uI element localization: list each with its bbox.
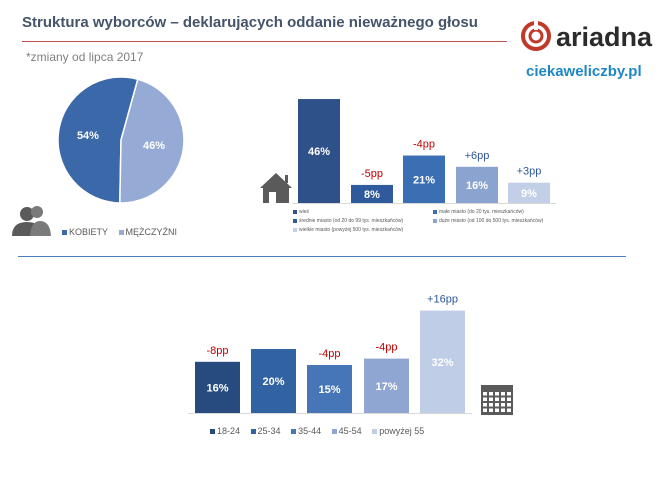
calendar-cell	[489, 397, 493, 401]
residence-change-1: -5pp	[361, 168, 383, 180]
residence-value-3: 16%	[466, 180, 488, 192]
residence-bar-4	[508, 182, 550, 203]
logo-text: ariadna	[556, 22, 653, 52]
calendar-cell	[495, 397, 499, 401]
legend-item-powyzej-55: powyżej 55	[372, 426, 424, 436]
age-bar-chart: 16% -8pp 20% 15% -4pp 17% -4pp 32% +16pp	[188, 294, 472, 414]
legend-item-35-44: 35-44	[291, 426, 321, 436]
legend-item-male-miasto: małe miasto (do 20 tys. mieszkańców)	[433, 208, 573, 217]
legend-item-kobiety: KOBIETY	[62, 227, 108, 237]
pie-label-0: 54%	[77, 130, 99, 142]
legend-item-mezczyzni: MĘŻCZYŹNI	[118, 227, 177, 237]
calendar-cell	[501, 392, 505, 396]
residence-change-2: -4pp	[413, 139, 435, 151]
calendar-cell	[483, 408, 487, 412]
ariadna-logo: ariadna	[521, 20, 653, 52]
age-value-4: 32%	[431, 357, 453, 369]
calendar-cell	[507, 403, 511, 407]
age-bar-4	[420, 310, 465, 413]
calendar-cell	[501, 403, 505, 407]
chart-subtitle: *zmiany od lipca 2017	[26, 50, 144, 64]
age-change-0: -8pp	[206, 345, 228, 357]
calendar-cell	[483, 392, 487, 396]
legend-item-wielkie-miasto: wielkie miasto (powyżej 500 tys. mieszka…	[293, 226, 433, 235]
residence-bar-chart: 46% 8% -5pp 21% -4pp 16% +6pp 9% +3pp	[292, 99, 556, 204]
residence-value-1: 8%	[364, 189, 380, 201]
residence-value-0: 46%	[308, 146, 330, 158]
age-change-2: -4pp	[318, 348, 340, 360]
calendar-cell	[489, 392, 493, 396]
calendar-cell	[483, 403, 487, 407]
title-underline	[22, 41, 507, 42]
pie-label-1: 46%	[143, 140, 165, 152]
age-change-3: -4pp	[375, 342, 397, 354]
calendar-cell	[501, 397, 505, 401]
residence-change-3: +6pp	[465, 150, 490, 162]
residence-change-4: +3pp	[517, 166, 542, 178]
age-bar-2	[307, 365, 352, 413]
gender-legend: KOBIETY MĘŻCZYŹNI	[62, 227, 185, 237]
people-icon	[12, 206, 51, 236]
age-bar-3	[364, 358, 409, 413]
legend-item-25-34: 25-34	[250, 426, 281, 436]
house-icon	[260, 173, 292, 203]
residence-bar-0	[298, 99, 340, 203]
calendar-cell	[495, 403, 499, 407]
residence-value-2: 21%	[413, 174, 435, 186]
legend-item-wies: wieś	[293, 208, 433, 217]
legend-item-45-54: 45-54	[331, 426, 362, 436]
age-change-4: +16pp	[427, 294, 458, 306]
residence-bar-3	[456, 166, 498, 203]
legend-item-srednie-miasto: średnie miasto (od 20 do 99 tys. mieszka…	[293, 217, 433, 226]
pie-slice-0	[57, 76, 139, 204]
residence-value-4: 9%	[521, 188, 537, 200]
pie-slice-1	[119, 78, 185, 204]
residence-legend: wieś małe miasto (do 20 tys. mieszkańców…	[293, 208, 583, 235]
legend-item-18-24: 18-24	[210, 426, 240, 436]
age-value-1: 20%	[262, 376, 284, 388]
calendar-cell	[489, 408, 493, 412]
calendar-cell	[489, 403, 493, 407]
age-value-3: 17%	[375, 381, 397, 393]
age-legend: 18-24 25-34 35-44 45-54 powyżej 55	[210, 426, 432, 436]
calendar-icon	[481, 385, 513, 415]
residence-bar-1	[351, 184, 393, 203]
calendar-cell	[507, 392, 511, 396]
site-link[interactable]: ciekaweliczby.pl	[526, 63, 642, 80]
age-value-2: 15%	[318, 384, 340, 396]
section-divider	[18, 256, 626, 257]
calendar-cell	[507, 408, 511, 412]
calendar-cell	[495, 392, 499, 396]
legend-item-duze-miasto: duże miasto (od 100 do 500 tys. mieszkań…	[433, 217, 573, 226]
residence-bar-2	[403, 155, 445, 203]
calendar-cell	[483, 397, 487, 401]
age-bar-0	[195, 361, 240, 413]
chart-title: Struktura wyborców – deklarujących oddan…	[22, 14, 478, 31]
calendar-cell	[495, 408, 499, 412]
calendar-cell	[507, 397, 511, 401]
gender-pie-chart: 54% 46%	[57, 76, 185, 204]
age-bar-1	[251, 349, 296, 413]
age-value-0: 16%	[206, 382, 228, 394]
calendar-cell	[501, 408, 505, 412]
